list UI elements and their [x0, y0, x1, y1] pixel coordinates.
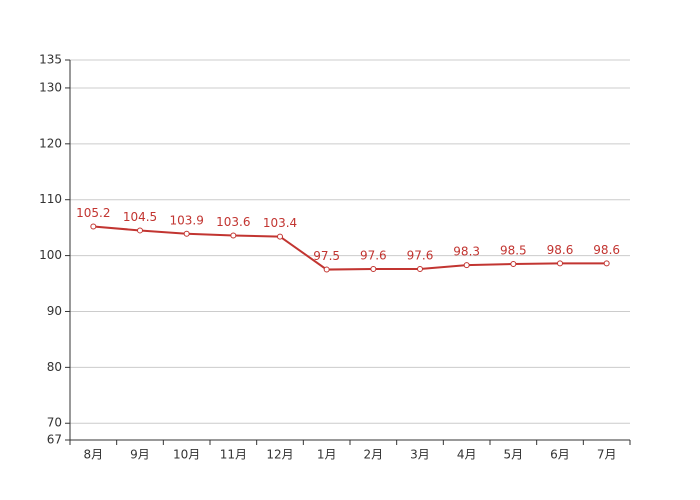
x-tick-label: 2月 — [364, 448, 384, 462]
y-tick-label: 135 — [39, 53, 62, 67]
data-label: 103.6 — [216, 215, 250, 229]
data-label: 103.4 — [263, 216, 297, 230]
data-label: 98.6 — [593, 243, 620, 257]
y-tick-label: 110 — [39, 192, 62, 206]
point — [510, 260, 517, 267]
y-tick-label: 80 — [47, 360, 62, 374]
x-tick-label: 4月 — [457, 448, 477, 462]
x-tick-label: 3月 — [410, 448, 430, 462]
x-tick-label: 5月 — [504, 448, 524, 462]
x-tick-label: 11月 — [220, 448, 247, 462]
data-label: 105.2 — [76, 206, 110, 220]
y-tick-label: 67 — [47, 433, 62, 447]
y-tick-label: 70 — [47, 416, 62, 430]
data-label: 97.6 — [407, 249, 434, 263]
y-tick-label: 130 — [39, 80, 62, 94]
point — [230, 232, 237, 239]
point — [183, 230, 190, 237]
point — [323, 266, 330, 273]
x-tick-label: 1月 — [317, 448, 337, 462]
point — [370, 266, 377, 272]
point — [137, 227, 143, 234]
data-label: 98.6 — [547, 243, 574, 257]
x-tick-label: 8月 — [84, 448, 104, 462]
point — [90, 223, 97, 230]
line — [93, 225, 607, 271]
point — [417, 266, 423, 272]
data-label: 103.9 — [169, 213, 203, 227]
data-label: 104.5 — [123, 210, 157, 224]
x-tick-label: 7月 — [597, 448, 617, 462]
point — [277, 233, 283, 240]
point — [557, 260, 563, 267]
y-tick-label: 90 — [47, 304, 62, 318]
data-label: 97.6 — [360, 249, 387, 263]
x-tick-label: 12月 — [266, 448, 293, 462]
y-tick-label: 120 — [39, 136, 62, 150]
data-label: 98.3 — [453, 245, 480, 259]
x-tick-label: 9月 — [130, 448, 150, 462]
x-tick-label: 10月 — [173, 448, 200, 462]
data-label: 97.5 — [313, 249, 340, 263]
data-label: 98.5 — [500, 243, 527, 257]
x-tick-label: 6月 — [550, 448, 570, 462]
point — [603, 260, 610, 267]
point — [463, 262, 470, 269]
y-tick-label: 100 — [39, 248, 62, 262]
